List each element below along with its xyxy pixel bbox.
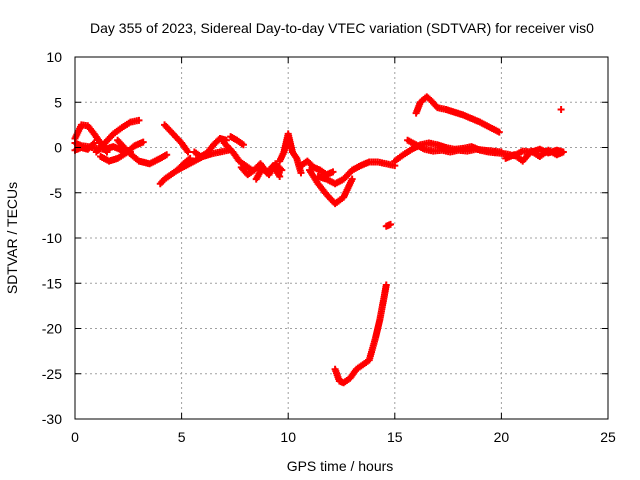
- series-arc25: [557, 105, 565, 113]
- data-point: [135, 116, 143, 124]
- interpolated-point: [89, 140, 97, 148]
- series-arc19: [382, 220, 395, 230]
- series-arc23: [412, 93, 503, 136]
- data-point: [497, 148, 505, 156]
- y-axis-label: SDTVAR / TECUs: [4, 182, 20, 294]
- y-tick-label: -10: [42, 230, 62, 246]
- series-arc4: [92, 116, 143, 156]
- series-arc14: [252, 160, 286, 183]
- series-arc18: [314, 158, 399, 188]
- data-point: [559, 148, 567, 156]
- series-arc16: [297, 157, 337, 179]
- data-point: [184, 148, 192, 156]
- data-points: [71, 93, 567, 387]
- y-tick-label: 5: [54, 94, 62, 110]
- data-point: [387, 220, 395, 228]
- data-point: [278, 166, 286, 174]
- data-point: [329, 168, 337, 176]
- series-arc8: [161, 121, 192, 156]
- x-tick-label: 15: [387, 429, 403, 445]
- x-tick-label: 25: [600, 429, 616, 445]
- y-tick-label: 10: [46, 49, 62, 65]
- data-point: [495, 128, 503, 136]
- series-arc5: [97, 138, 147, 165]
- y-tick-label: 0: [54, 140, 62, 156]
- data-point: [90, 139, 98, 147]
- series-arc15: [276, 130, 305, 177]
- y-tick-label: -15: [42, 275, 62, 291]
- data-point: [163, 151, 171, 159]
- series-arc22: [404, 136, 505, 156]
- grid-lines: [75, 57, 608, 419]
- x-tick-label: 20: [494, 429, 510, 445]
- x-tick-label: 0: [71, 429, 79, 445]
- data-point: [348, 175, 356, 183]
- x-axis-label: GPS time / hours: [287, 458, 394, 474]
- data-point: [557, 105, 565, 113]
- series-arc12: [227, 133, 247, 149]
- series-arc9: [173, 146, 233, 174]
- data-point: [276, 172, 284, 180]
- data-point: [139, 138, 147, 146]
- y-tick-label: -25: [42, 366, 62, 382]
- series-arc6: [114, 136, 171, 168]
- y-tick-label: -30: [42, 411, 62, 427]
- series-arc10: [190, 134, 230, 161]
- x-tick-label: 10: [280, 429, 296, 445]
- series-arc20: [331, 281, 390, 387]
- y-tick-label: -5: [50, 185, 63, 201]
- data-point: [239, 141, 247, 149]
- x-tick-labels: 0 5 10 15 20 25: [71, 429, 616, 445]
- interpolated-point: [277, 165, 285, 173]
- y-tick-labels: 10 5 0 -5 -10 -15 -20 -25 -30: [42, 49, 62, 427]
- chart-title: Day 355 of 2023, Sidereal Day-to-day VTE…: [90, 20, 594, 36]
- axis-ticks: [74, 56, 609, 420]
- series-arc24: [502, 146, 567, 165]
- data-point: [382, 281, 390, 289]
- y-tick-label: -20: [42, 321, 62, 337]
- x-tick-label: 5: [178, 429, 186, 445]
- data-point: [297, 169, 305, 177]
